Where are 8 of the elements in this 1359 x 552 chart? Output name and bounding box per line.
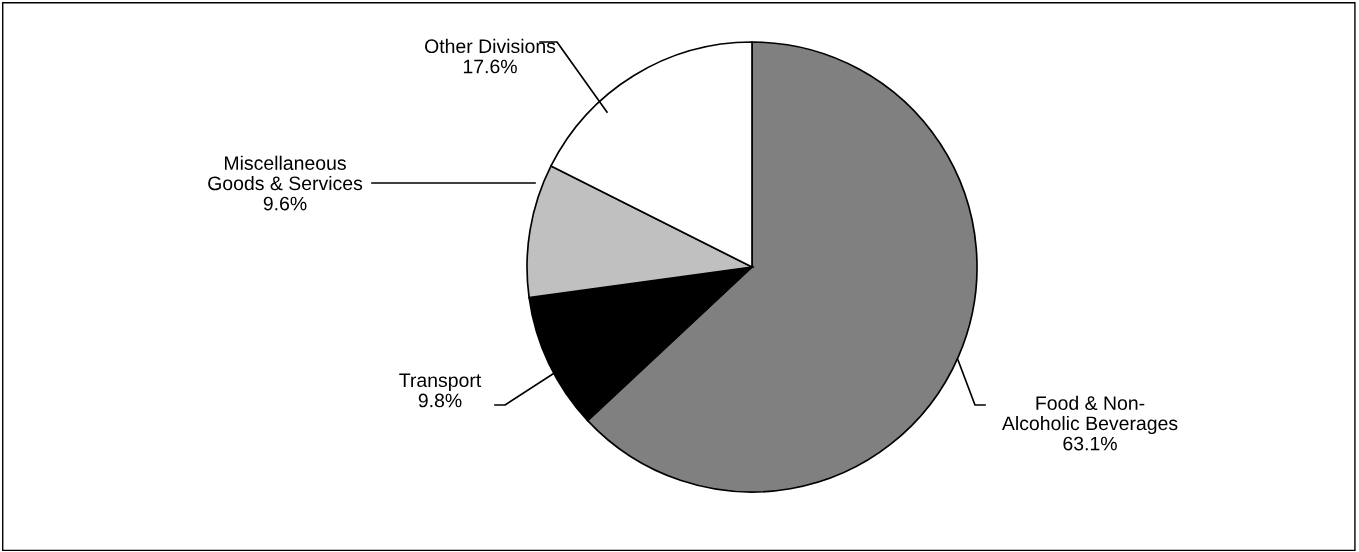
- slice-label: Miscellaneous Goods & Services: [208, 155, 363, 191]
- data-label: 17.6%: [463, 59, 517, 74]
- slice-label: Transport: [399, 373, 482, 391]
- slice-label: Other Divisions: [425, 38, 556, 54]
- slice-label: Food & Non- Alcoholic Beverages: [1001, 395, 1178, 435]
- data-label: 63.1%: [1063, 436, 1117, 451]
- data-label: 9.8%: [418, 393, 462, 408]
- data-label: 9.6%: [263, 196, 307, 211]
